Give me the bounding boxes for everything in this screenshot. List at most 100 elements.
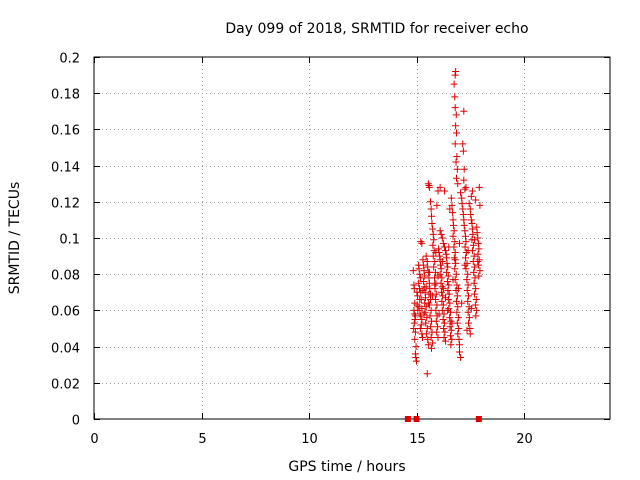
- data-point: [451, 93, 459, 101]
- data-point: [474, 261, 482, 269]
- data-point: [448, 319, 456, 327]
- y-tick-label: 0: [72, 414, 80, 429]
- data-point: [451, 256, 459, 264]
- data-point: [463, 326, 471, 334]
- data-point: [437, 230, 445, 238]
- data-point: [463, 276, 471, 284]
- y-tick-label: 0.12: [51, 197, 80, 212]
- data-point: [418, 315, 426, 323]
- data-point: [474, 234, 482, 242]
- data-point: [467, 216, 475, 224]
- data-point: [446, 332, 454, 340]
- data-point: [465, 319, 473, 327]
- data-point: [418, 239, 426, 247]
- data-point: [461, 185, 469, 193]
- data-point: [461, 227, 469, 235]
- data-point: [430, 263, 438, 271]
- data-points: [404, 67, 484, 422]
- data-point: [438, 297, 446, 305]
- data-point: [452, 122, 460, 130]
- data-point: [446, 299, 454, 307]
- data-point: [430, 236, 438, 244]
- data-point: [461, 243, 469, 251]
- data-point: [419, 261, 427, 269]
- data-point: [444, 306, 452, 314]
- data-point: [415, 279, 423, 287]
- data-point: [438, 234, 446, 242]
- y-tick-label: 0.08: [51, 269, 80, 284]
- data-point: [438, 274, 446, 282]
- data-point: [424, 180, 432, 188]
- data-point: [437, 265, 445, 273]
- data-point: [421, 308, 429, 316]
- data-point: [448, 201, 456, 209]
- y-tick-label: 0.2: [59, 52, 80, 67]
- data-point: [452, 67, 460, 75]
- data-point: [456, 348, 463, 356]
- y-tick-label: 0.18: [51, 88, 80, 103]
- y-tick-label: 0.14: [51, 161, 80, 176]
- data-point: [431, 296, 439, 304]
- data-point: [456, 239, 463, 247]
- data-point: [443, 268, 451, 276]
- data-point: [464, 247, 472, 255]
- data-point: [423, 370, 431, 378]
- data-point: [417, 321, 425, 329]
- data-point: [472, 296, 480, 304]
- x-tick-label: 0: [90, 432, 98, 447]
- data-point: [470, 268, 478, 276]
- data-point: [411, 328, 419, 336]
- data-point: [440, 325, 448, 332]
- data-point: [449, 209, 457, 217]
- data-point: [434, 323, 442, 331]
- data-point: [434, 187, 442, 195]
- data-point: [452, 111, 460, 119]
- data-point: [466, 330, 474, 338]
- x-axis-title: GPS time / hours: [288, 459, 405, 475]
- data-point: [467, 305, 475, 313]
- data-point: [440, 319, 448, 327]
- data-point: [412, 353, 420, 361]
- data-point: [443, 277, 451, 285]
- data-point: [448, 335, 456, 343]
- x-tick-label: 20: [516, 432, 533, 447]
- data-point: [469, 230, 477, 238]
- data-point: [462, 183, 470, 191]
- data-point: [411, 315, 419, 323]
- zero-value-marker: [404, 416, 411, 422]
- data-point: [424, 335, 432, 343]
- chart-title: Day 099 of 2018, SRMTID for receiver ech…: [225, 21, 528, 37]
- data-point: [452, 270, 460, 278]
- zero-value-marker: [475, 416, 482, 422]
- data-point: [475, 183, 483, 191]
- data-point: [453, 292, 461, 300]
- data-point: [425, 183, 433, 191]
- data-point: [431, 268, 439, 276]
- data-point: [452, 297, 460, 305]
- y-tick-label: 0.04: [51, 342, 80, 357]
- data-point: [454, 303, 462, 311]
- data-point: [410, 319, 418, 327]
- data-point: [449, 276, 457, 284]
- data-point: [472, 312, 480, 320]
- data-point: [445, 290, 453, 298]
- y-axis-title: SRMTID / TECUs: [7, 182, 23, 295]
- data-point: [453, 281, 461, 289]
- x-tick-label: 15: [409, 432, 426, 447]
- data-point: [422, 294, 430, 302]
- data-point: [427, 334, 435, 342]
- data-point: [447, 317, 455, 325]
- data-point: [422, 283, 430, 291]
- data-point: [471, 263, 479, 271]
- axis-ticks: 0 5 10 15 20 0 0.02 0.04 0.06 0.08 0.1 0.12 0.14 0.16…: [51, 52, 610, 447]
- data-point: [416, 285, 424, 293]
- data-point: [464, 308, 472, 316]
- data-point: [429, 252, 437, 260]
- data-point: [458, 299, 466, 307]
- data-point: [453, 308, 461, 316]
- data-point: [462, 254, 470, 262]
- data-point: [468, 187, 476, 195]
- data-point: [469, 241, 477, 249]
- data-point: [460, 165, 468, 173]
- data-point: [427, 323, 435, 331]
